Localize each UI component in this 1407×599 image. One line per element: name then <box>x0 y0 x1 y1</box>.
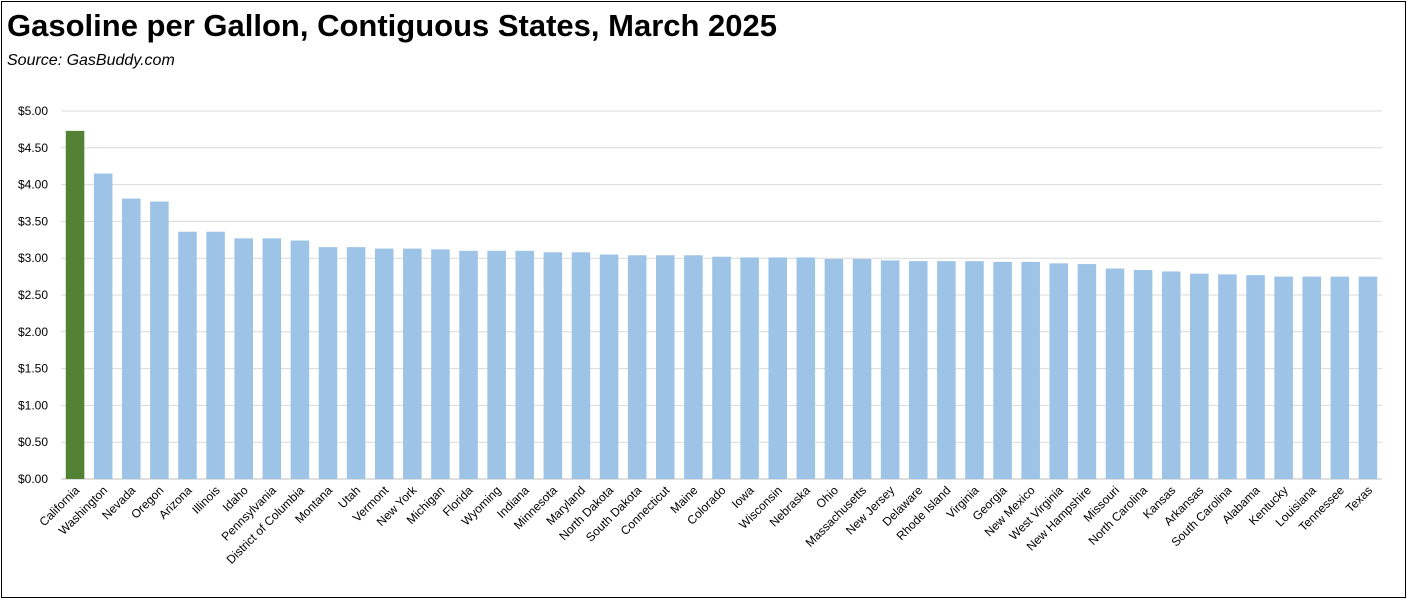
y-tick-label: $1.00 <box>18 398 48 412</box>
x-tick-label: Texas <box>1343 483 1375 515</box>
bar-north-carolina <box>1133 269 1153 479</box>
bar-texas <box>1358 276 1378 479</box>
bar-new-york <box>403 248 422 479</box>
bar-georgia <box>993 261 1012 479</box>
bar-wyoming <box>487 250 506 479</box>
bar-south-dakota <box>627 255 647 479</box>
bar-utah <box>346 247 366 479</box>
y-tick-label: $1.50 <box>18 362 48 376</box>
bar-montana <box>318 247 338 479</box>
bar-delaware <box>908 261 928 479</box>
x-tick-label: Illinois <box>189 483 222 516</box>
chart-title: Gasoline per Gallon, Contiguous States, … <box>7 8 778 43</box>
bar-connecticut <box>656 255 675 479</box>
y-tick-label: $3.00 <box>18 251 48 265</box>
bar-iowa <box>740 257 759 479</box>
bar-new-mexico <box>1021 261 1040 479</box>
bar-kentucky <box>1274 276 1293 479</box>
bar-arkansas <box>1190 273 1209 479</box>
y-tick-label: $2.50 <box>18 288 48 302</box>
y-tick-label: $4.00 <box>18 178 48 192</box>
y-tick-label: $0.00 <box>18 472 48 486</box>
y-tick-label: $0.50 <box>18 435 48 449</box>
bar-alabama <box>1246 275 1265 479</box>
bar-district-of-columbia <box>290 240 310 479</box>
bar-washington <box>93 173 113 479</box>
bar-minnesota <box>543 252 563 479</box>
bar-idaho <box>234 238 253 479</box>
bar-pennsylvania <box>262 238 282 479</box>
bar-florida <box>459 250 478 479</box>
bar-massachusetts <box>852 258 872 479</box>
chart-source: Source: GasBuddy.com <box>7 52 175 69</box>
bar-colorado <box>712 256 731 479</box>
bar-indiana <box>515 250 535 479</box>
bar-missouri <box>1105 268 1125 479</box>
bar-virginia <box>965 261 984 479</box>
bar-new-jersey <box>880 260 900 479</box>
bar-tennessee <box>1330 276 1350 479</box>
bar-illinois <box>206 231 225 479</box>
bar-louisiana <box>1302 276 1322 479</box>
bar-wisconsin <box>768 257 787 479</box>
bar-north-dakota <box>599 254 619 479</box>
bar-ohio <box>824 258 844 479</box>
bar-kansas <box>1161 271 1181 479</box>
bar-new-hampshire <box>1077 264 1097 479</box>
bar-maryland <box>571 252 591 479</box>
y-tick-label: $4.50 <box>18 141 48 155</box>
bar-nebraska <box>796 257 816 479</box>
y-tick-label: $2.00 <box>18 325 48 339</box>
bar-rhode-island <box>937 261 956 479</box>
bar-oregon <box>150 201 169 479</box>
bar-michigan <box>431 249 450 479</box>
bar-west-virginia <box>1049 263 1069 479</box>
bar-nevada <box>121 198 141 479</box>
y-tick-label: $3.50 <box>18 214 48 228</box>
y-tick-label: $5.00 <box>18 104 48 118</box>
bar-south-carolina <box>1218 274 1237 479</box>
bar-maine <box>684 255 703 479</box>
bar-california <box>65 130 85 479</box>
bar-vermont <box>374 248 394 479</box>
bar-arizona <box>178 231 197 479</box>
